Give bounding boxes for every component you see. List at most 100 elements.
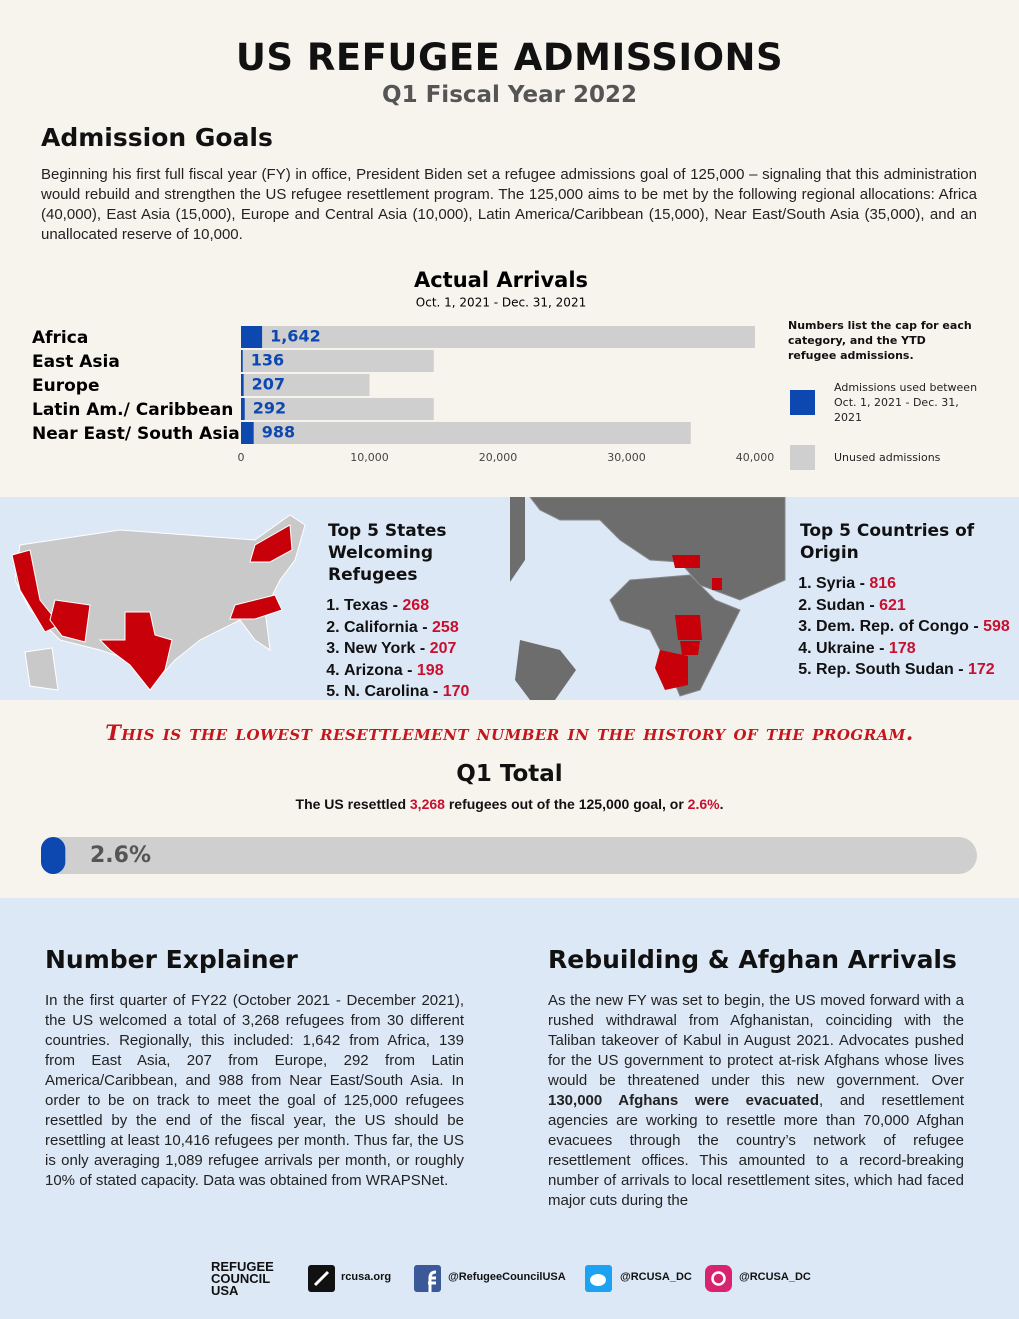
us-land — [14, 514, 306, 689]
us-map — [11, 497, 786, 700]
section-heading: Admission Goals — [41, 123, 273, 152]
data-label: 292 — [253, 399, 286, 418]
page-title: US REFUGEE ADMISSIONS — [235, 36, 784, 79]
texas — [98, 611, 173, 691]
y-tick-label: Africa — [32, 328, 88, 348]
item-count: 172 — [968, 661, 995, 678]
x-tick-label: 20,000 — [479, 451, 518, 464]
item-name: N. Carolina - — [344, 683, 439, 700]
q1-sentence: The US resettled 3,268 refugees out of t… — [0, 796, 1019, 812]
text-band — [0, 898, 1019, 1319]
bar-segment — [242, 350, 434, 372]
highlight: 2.6% — [687, 796, 720, 812]
bar-segment — [241, 326, 263, 348]
facebook-icon — [414, 1265, 441, 1292]
data-label: 988 — [262, 423, 295, 442]
countries-block: Top 5 Countries of Origin Syria - 816Sud… — [800, 520, 1015, 681]
list-item: Texas - 268 — [344, 595, 513, 617]
footer-link[interactable]: @RCUSA_DC — [739, 1271, 811, 1283]
rebuilding-text: As the new FY was set to begin, the US m… — [548, 991, 964, 1211]
section-heading: Rebuilding & Afghan Arrivals — [548, 945, 957, 974]
bold-text: 130,000 Afghans were evacuated — [548, 1092, 820, 1109]
drc — [655, 650, 688, 690]
bar-chart: Actual Arrivals Oct. 1, 2021 - Dec. 31, … — [32, 268, 774, 464]
item-count: 598 — [983, 618, 1010, 635]
logo-line: REFUGEE — [211, 1259, 274, 1274]
chart-subtitle: Oct. 1, 2021 - Dec. 31, 2021 — [416, 296, 586, 310]
list-heading: Top 5 States Welcoming Refugees — [328, 521, 447, 585]
item-count: 816 — [869, 575, 897, 592]
text: refugees out of the 125,000 goal, or — [448, 796, 684, 812]
progress-fill — [41, 837, 66, 874]
world-land — [515, 640, 576, 700]
y-tick-label: Europe — [32, 376, 99, 396]
world-land — [510, 497, 525, 582]
footer-icons — [308, 1265, 732, 1292]
bar-segment — [241, 350, 243, 372]
north-carolina — [229, 594, 283, 620]
sudan — [675, 615, 702, 640]
list-item: California - 258 — [344, 617, 513, 639]
item-count: 207 — [429, 640, 457, 657]
explainer-text: In the first quarter of FY22 (October 20… — [45, 992, 464, 1189]
bar-segment — [241, 398, 245, 420]
q1-heading: Q1 Total — [456, 761, 563, 787]
states-list: Texas - 268California - 258New York - 20… — [328, 595, 513, 703]
instagram-icon — [705, 1265, 732, 1292]
logo: REFUGEE COUNCIL USA — [211, 1259, 274, 1297]
item-name: Syria - — [816, 575, 865, 592]
text: As the new FY was set to begin, the US m… — [548, 992, 964, 1089]
item-count: 170 — [442, 683, 470, 700]
highlight: 3,268 — [409, 796, 445, 812]
item-name: New York - — [344, 640, 426, 657]
world-land — [529, 497, 786, 601]
chart-title: Actual Arrivals — [414, 268, 588, 292]
arizona — [49, 599, 91, 643]
countries-list: Syria - 816Sudan - 621Dem. Rep. of Congo… — [800, 573, 1015, 681]
facebook-glyph — [428, 1270, 437, 1292]
x-tick-label: 10,000 — [350, 451, 389, 464]
bar-segment — [243, 374, 370, 396]
item-name: Sudan - — [816, 596, 875, 614]
list-item: Sudan - 621 — [816, 595, 1015, 617]
data-label: 1,642 — [270, 327, 321, 346]
footer-link[interactable]: rcusa.org — [341, 1271, 392, 1283]
legend-swatch — [790, 390, 815, 415]
text: , and resettlement agencies are working … — [548, 1092, 964, 1209]
item-name: Arizona - — [344, 661, 413, 679]
list-heading: Top 5 Countries of Origin — [800, 521, 975, 563]
item-name: California - — [344, 618, 428, 636]
legend-swatch — [790, 445, 815, 470]
progress-bar: 2.6% — [41, 837, 977, 874]
south-sudan — [680, 641, 700, 655]
maps — [11, 497, 786, 700]
section-heading: Number Explainer — [45, 945, 298, 974]
list-item: Ukraine - 178 — [816, 638, 1015, 660]
ukraine — [672, 555, 700, 568]
y-tick-label: Latin Am./ Caribbean — [32, 400, 233, 420]
text: . — [719, 796, 724, 812]
list-item: Dem. Rep. of Congo - 598 — [816, 616, 1015, 638]
item-count: 621 — [879, 596, 906, 614]
footer-link[interactable]: @RCUSA_DC — [620, 1271, 692, 1283]
legend-note: Numbers list the cap for each category, … — [788, 319, 972, 362]
item-count: 258 — [432, 618, 459, 636]
legend-item: Admissions used between Oct. 1, 2021 - D… — [790, 380, 990, 425]
legend: Admissions used between Oct. 1, 2021 - D… — [790, 380, 990, 490]
new-york — [249, 524, 293, 563]
bar-segment — [253, 422, 691, 444]
text: The US resettled — [295, 796, 406, 812]
instagram-glyph — [711, 1271, 726, 1286]
world-land — [609, 574, 741, 697]
footer-link[interactable]: @RefugeeCouncilUSA — [448, 1271, 566, 1283]
progress-label: 2.6% — [90, 843, 151, 868]
item-count: 198 — [416, 661, 444, 679]
x-tick-label: 30,000 — [607, 451, 646, 464]
goals-text: Beginning his first full fiscal year (FY… — [41, 166, 977, 243]
item-name: Ukraine - — [816, 639, 885, 657]
list-item: Syria - 816 — [816, 573, 1015, 595]
bar-segment — [241, 422, 254, 444]
item-name: Texas - — [344, 597, 398, 614]
